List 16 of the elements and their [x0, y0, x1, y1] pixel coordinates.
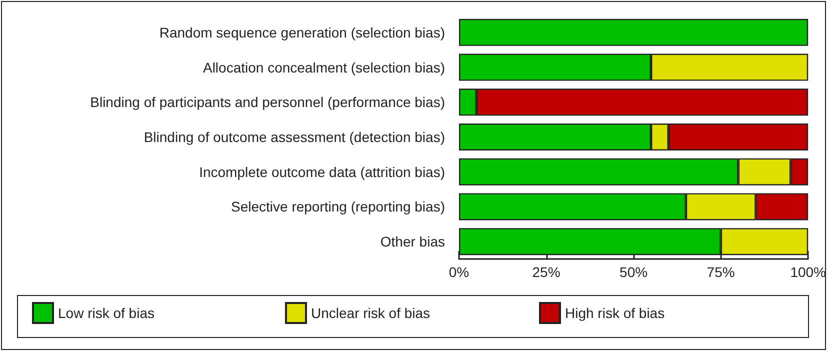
legend-label: Low risk of bias: [58, 305, 154, 321]
y-tick-label: Blinding of participants and personnel (performance bias): [90, 94, 445, 110]
x-tick-label: 100%: [790, 264, 826, 280]
y-tick-label: Incomplete outcome data (attrition bias): [199, 164, 445, 180]
x-tick-label: 25%: [532, 264, 560, 280]
legend-label: Unclear risk of bias: [311, 305, 430, 321]
y-tick-label: Blinding of outcome assessment (detection bias): [144, 129, 445, 145]
x-tick-label: 50%: [620, 264, 648, 280]
y-tick-label: Selective reporting (reporting bias): [231, 198, 445, 215]
x-tick-label: 75%: [706, 264, 735, 280]
y-tick-label: Allocation concealment (selection bias): [202, 59, 445, 76]
x-tick-label: 0%: [448, 264, 470, 280]
y-tick-label: Random sequence generation (selection bias): [159, 24, 445, 40]
legend-label: High risk of bias: [565, 305, 665, 321]
bar: [459, 18, 808, 46]
y-tick-label: Other bias: [380, 234, 445, 250]
